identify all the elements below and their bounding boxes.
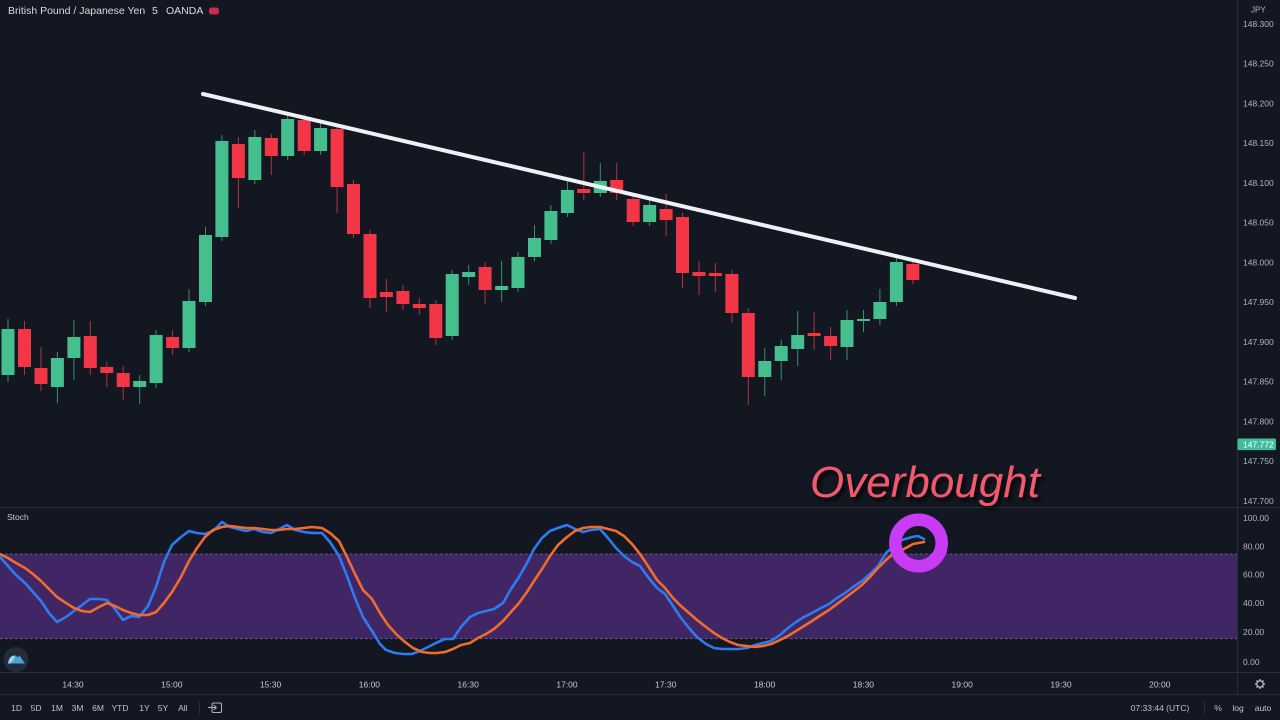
- svg-text:OANDA: OANDA: [166, 5, 203, 17]
- svg-text:log: log: [1232, 703, 1244, 713]
- svg-text:07:33:44 (UTC): 07:33:44 (UTC): [1131, 703, 1190, 713]
- svg-text:15:30: 15:30: [260, 680, 282, 690]
- svg-text:1D: 1D: [11, 703, 22, 713]
- svg-text:All: All: [178, 703, 188, 713]
- svg-text:5Y: 5Y: [158, 703, 169, 713]
- svg-text:20.00: 20.00: [1243, 627, 1265, 637]
- svg-text:18:30: 18:30: [853, 680, 875, 690]
- svg-text:6M: 6M: [92, 703, 104, 713]
- svg-text:80.00: 80.00: [1243, 541, 1265, 551]
- svg-text:%: %: [1214, 703, 1222, 713]
- svg-text:147.850: 147.850: [1243, 377, 1274, 387]
- svg-text:148.050: 148.050: [1243, 218, 1274, 228]
- svg-text:40.00: 40.00: [1243, 598, 1265, 608]
- svg-text:147.750: 147.750: [1243, 456, 1274, 466]
- svg-text:15:00: 15:00: [161, 680, 183, 690]
- svg-text:18:00: 18:00: [754, 680, 776, 690]
- svg-text:1M: 1M: [51, 703, 63, 713]
- svg-text:147.772: 147.772: [1243, 440, 1274, 450]
- svg-text:147.900: 147.900: [1243, 337, 1274, 347]
- svg-text:147.800: 147.800: [1243, 416, 1274, 426]
- svg-text:148.000: 148.000: [1243, 257, 1274, 267]
- svg-text:14:30: 14:30: [62, 680, 84, 690]
- svg-text:JPY: JPY: [1251, 6, 1266, 15]
- svg-text:148.100: 148.100: [1243, 178, 1274, 188]
- svg-text:1Y: 1Y: [139, 703, 150, 713]
- svg-text:auto: auto: [1255, 703, 1272, 713]
- svg-text:Overbought: Overbought: [810, 458, 1042, 507]
- svg-text:16:00: 16:00: [359, 680, 381, 690]
- svg-text:17:30: 17:30: [655, 680, 677, 690]
- svg-text:148.150: 148.150: [1243, 138, 1274, 148]
- svg-text:Stoch: Stoch: [7, 512, 29, 522]
- svg-text:British Pound / Japanese Yen: British Pound / Japanese Yen: [8, 5, 145, 17]
- svg-text:20:00: 20:00: [1149, 680, 1171, 690]
- svg-text:5D: 5D: [31, 703, 42, 713]
- svg-text:0.00: 0.00: [1243, 657, 1260, 667]
- svg-text:YTD: YTD: [112, 703, 129, 713]
- svg-text:19:00: 19:00: [952, 680, 974, 690]
- svg-text:3M: 3M: [72, 703, 84, 713]
- svg-text:5: 5: [152, 5, 158, 17]
- svg-text:148.200: 148.200: [1243, 99, 1274, 109]
- svg-text:17:00: 17:00: [556, 680, 578, 690]
- svg-text:147.700: 147.700: [1243, 496, 1274, 506]
- svg-text:60.00: 60.00: [1243, 570, 1265, 580]
- svg-text:147.950: 147.950: [1243, 297, 1274, 307]
- svg-text:16:30: 16:30: [458, 680, 480, 690]
- svg-text:100.00: 100.00: [1243, 513, 1269, 523]
- svg-text:148.250: 148.250: [1243, 59, 1274, 69]
- svg-text:148.300: 148.300: [1243, 19, 1274, 29]
- svg-text:19:30: 19:30: [1050, 680, 1072, 690]
